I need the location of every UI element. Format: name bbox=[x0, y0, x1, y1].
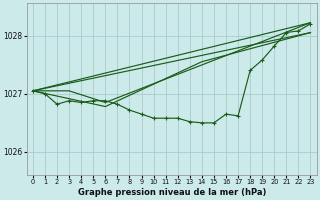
X-axis label: Graphe pression niveau de la mer (hPa): Graphe pression niveau de la mer (hPa) bbox=[77, 188, 266, 197]
